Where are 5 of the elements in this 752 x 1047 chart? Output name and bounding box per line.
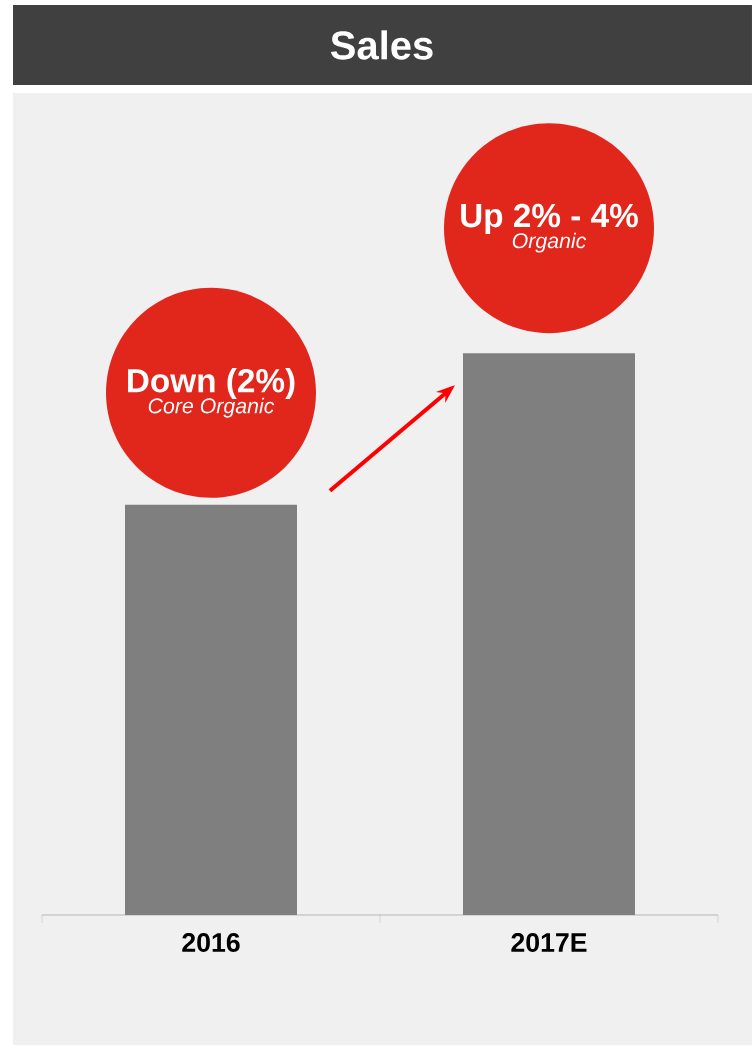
text: Organic bbox=[512, 232, 587, 253]
chart-title: Sales bbox=[330, 30, 433, 60]
x-tick-label: 2017E bbox=[511, 933, 587, 952]
annotation: Core Organic bbox=[148, 397, 275, 418]
x-tick-label: 2016 bbox=[182, 933, 240, 952]
